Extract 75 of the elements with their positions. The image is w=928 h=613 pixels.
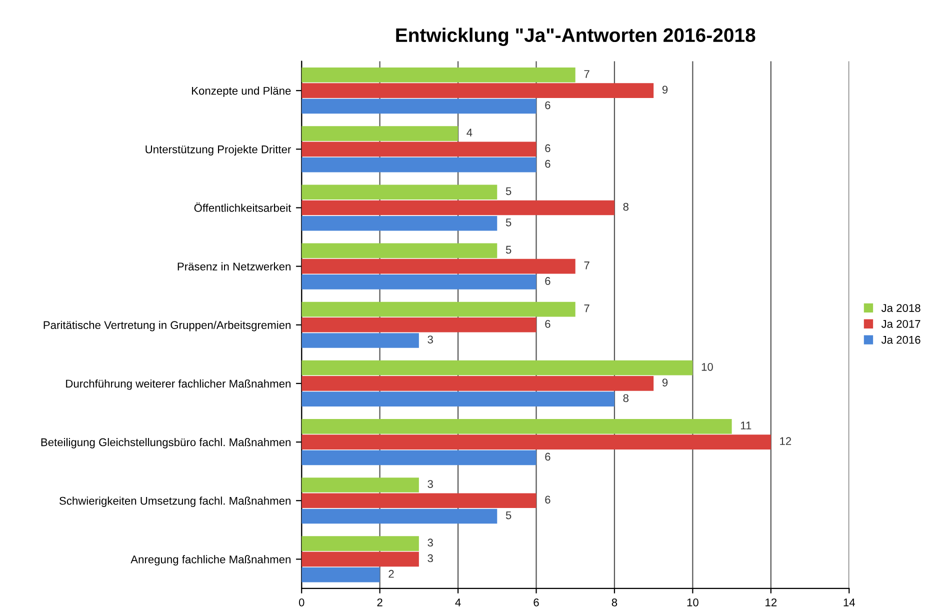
data-label: 9 [662,86,668,94]
data-label: 3 [428,554,433,562]
data-label: 5 [506,511,512,520]
bar [302,419,732,434]
y-tick-label: Paritätische Vertretung in Gruppen/Arbeitsgremien [44,320,290,332]
y-tick-label: Durchführung weiterer fachlicher Maßnahmen [66,379,290,390]
x-tick-label: 0 [298,598,304,606]
bar [302,98,536,114]
bar [302,83,654,98]
data-label: 9 [662,378,668,386]
data-label: 5 [506,246,512,254]
data-label: 10 [702,362,713,371]
bar [302,478,419,492]
data-label: 5 [506,187,512,196]
bar [302,216,498,231]
data-label: 7 [584,70,590,78]
x-tick-label: 10 [687,598,698,606]
bar [302,392,614,407]
y-tick-label: Anregung fachliche Maßnahmen [130,555,290,566]
bar [302,68,576,82]
data-label: 11 [740,422,752,430]
data-label: 3 [428,336,433,344]
bar [302,126,458,141]
bar [302,243,498,258]
y-tick-label: Präsenz in Netzwerken [178,262,290,270]
data-label: 7 [584,262,590,270]
bar [302,184,498,200]
data-label: 6 [545,452,550,461]
x-tick-label: 8 [612,598,618,606]
data-label: 6 [545,144,550,152]
data-label: 4 [466,128,472,136]
bar [302,376,654,391]
bar [302,508,498,524]
y-tick-label: Beteiligung Gleichstellungsbüro fachl. Maßnahmen [41,438,290,448]
bar [302,450,536,466]
bar [302,493,536,508]
data-label: 12 [780,437,792,445]
data-label: 8 [623,394,628,402]
bar [302,274,536,290]
legend-label: Ja 2018 [881,304,920,312]
bar [302,200,614,216]
y-tick-label: Unterstützung Projekte Dritter [146,145,292,156]
bar [302,333,419,348]
data-label: 6 [545,160,550,168]
legend-label: Ja 2017 [881,320,920,328]
bar [302,142,536,157]
bar [302,567,380,582]
bar [302,360,693,376]
bar [302,302,576,317]
y-tick-label: Schwierigkeiten Umsetzung fachl. Maßnahmen [60,496,290,507]
bar [302,317,536,332]
bar [302,536,419,551]
y-tick-label: Öffentlichkeitsarbeit [194,202,292,212]
x-tick-label: 4 [455,598,461,606]
y-tick-label: Konzepte und Pläne [192,86,291,97]
data-label: 6 [545,320,550,328]
x-tick-label: 6 [534,598,539,606]
data-label: 3 [428,538,433,547]
data-label: 5 [506,218,512,226]
data-label: 6 [545,277,550,285]
data-label: 7 [584,304,590,312]
data-label: 6 [545,496,550,504]
x-tick-label: 14 [844,598,855,606]
legend-label: Ja 2016 [881,336,920,344]
bar [302,552,419,567]
bar [302,157,536,172]
x-tick-label: 12 [766,598,777,606]
x-tick-label: 2 [377,598,382,606]
chart-title: Entwicklung "Ja"-Antworten 2016-2018 [396,28,756,46]
bar [302,258,576,274]
data-label: 3 [428,480,433,488]
data-label: 8 [623,202,628,211]
bar [302,434,771,450]
data-label: 2 [388,570,394,578]
data-label: 6 [545,101,550,110]
